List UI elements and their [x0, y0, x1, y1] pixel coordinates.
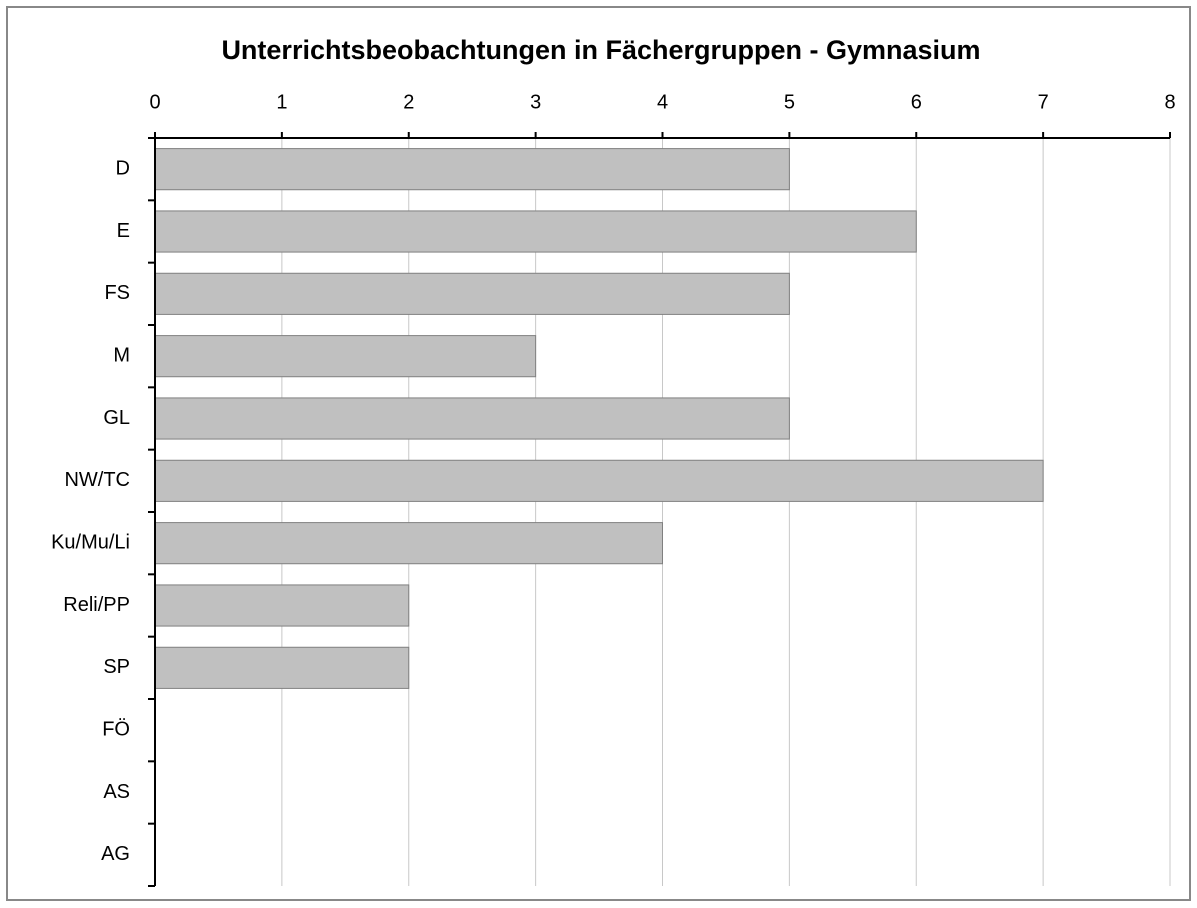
y-tick-label: NW/TC [64, 469, 130, 491]
bar [154, 210, 917, 253]
x-tick-label: 2 [403, 91, 414, 113]
bar [154, 335, 537, 378]
bar [154, 522, 663, 565]
x-tick-label: 6 [911, 91, 922, 113]
bar [154, 148, 790, 191]
bar [154, 397, 790, 440]
bar [154, 584, 410, 627]
x-tick-label: 3 [530, 91, 541, 113]
chart-frame [6, 6, 1191, 901]
x-tick-label: 8 [1164, 91, 1175, 113]
y-tick-label: M [113, 344, 130, 366]
x-tick-label: 5 [784, 91, 795, 113]
y-tick-label: GL [103, 407, 130, 429]
y-tick-label: D [116, 157, 130, 179]
y-tick-label: AG [101, 843, 130, 865]
chart-title: Unterrichtsbeobachtungen in Fächergruppe… [221, 35, 980, 65]
y-tick-label: FÖ [102, 718, 130, 740]
y-tick-label: Ku/Mu/Li [51, 531, 130, 553]
y-tick-label: Reli/PP [63, 594, 130, 616]
x-tick-label: 7 [1038, 91, 1049, 113]
y-tick-label: E [117, 220, 130, 242]
x-tick-label: 0 [149, 91, 160, 113]
y-tick-label: AS [103, 781, 130, 803]
y-tick-label: SP [103, 656, 130, 678]
bar [154, 459, 1044, 502]
bar [154, 646, 410, 689]
x-tick-label: 4 [657, 91, 668, 113]
x-tick-label: 1 [276, 91, 287, 113]
bar [154, 272, 790, 315]
y-tick-label: FS [104, 282, 130, 304]
